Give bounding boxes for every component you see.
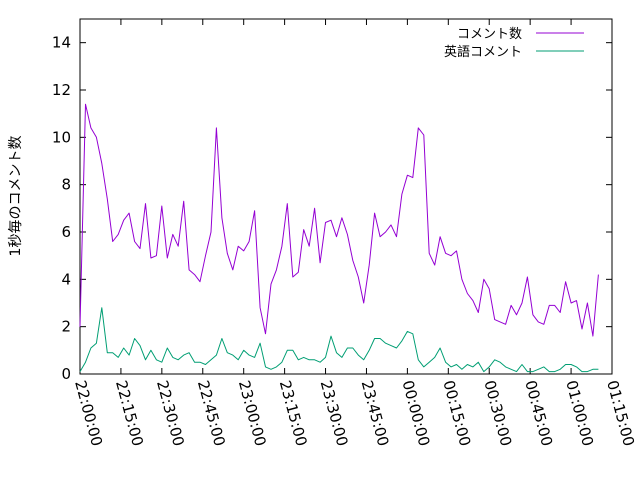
plot-frame — [79, 18, 613, 375]
x-tick-label: 01:00:00 — [562, 378, 597, 448]
series-line-1 — [79, 103, 599, 337]
y-axis-title: 1秒毎のコメント数 — [8, 136, 24, 257]
y-tick-label: 6 — [61, 223, 71, 241]
legend-label-1: コメント数 — [457, 27, 522, 42]
x-tick-label: 23:30:00 — [317, 378, 352, 448]
y-tick-label: 12 — [52, 81, 71, 99]
x-tick-label: 22:00:00 — [71, 378, 106, 448]
x-tick-label: 23:45:00 — [358, 378, 393, 448]
x-tick-label: 22:15:00 — [112, 378, 147, 448]
x-tick-label: 00:00:00 — [399, 378, 434, 448]
x-tick-label: 00:15:00 — [439, 378, 474, 448]
x-tick-label: 22:45:00 — [194, 378, 229, 448]
x-tick-label: 23:00:00 — [235, 378, 270, 448]
x-tick-label: 23:15:00 — [276, 378, 311, 448]
x-tick-label: 00:30:00 — [480, 378, 515, 448]
x-tick-label: 22:30:00 — [153, 378, 188, 448]
series-line-2 — [79, 307, 599, 373]
y-tick-label: 14 — [52, 34, 71, 52]
y-tick-label: 10 — [52, 128, 71, 146]
y-tick-label: 2 — [61, 318, 71, 336]
y-tick-label: 4 — [61, 270, 71, 288]
x-tick-label: 00:45:00 — [521, 378, 556, 448]
legend-label-2: 英語コメント — [444, 44, 522, 60]
y-tick-label: 8 — [61, 176, 71, 194]
x-tick-label: 01:15:00 — [603, 378, 638, 448]
y-tick-label: 0 — [61, 365, 71, 383]
